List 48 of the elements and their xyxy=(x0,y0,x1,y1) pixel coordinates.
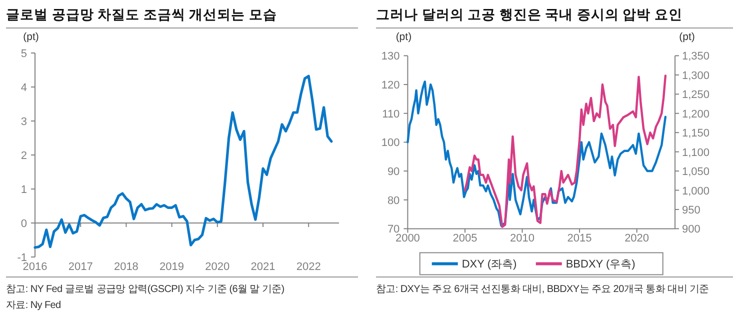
y2-tick-label: 1,300 xyxy=(682,70,710,82)
line-series xyxy=(464,74,667,228)
x-tick-label: 2005 xyxy=(452,232,478,245)
y-tick-label: 4 xyxy=(20,82,27,94)
y2-tick-label: 1,350 xyxy=(682,50,710,63)
y-tick-label: 0 xyxy=(20,218,27,230)
y2-tick-label: 1,150 xyxy=(682,128,710,140)
y-tick-label: 110 xyxy=(382,108,400,120)
y-tick-label: -1 xyxy=(17,252,27,264)
x-tick-label: 2021 xyxy=(250,261,276,273)
y-tick-label: 100 xyxy=(381,137,400,150)
chart-title: 그러나 달러의 고공 행진은 국내 증시의 압박 요인 xyxy=(376,7,682,22)
x-tick-label: 2022 xyxy=(296,261,321,273)
x-tick-label: 2000 xyxy=(395,232,420,245)
text: 참고: DXY는 주요 6개국 선진통화 대비, BBDXY는 주요 20개국 통화 대비 기준 xyxy=(376,284,710,295)
legend-label: BBDXY (우측) xyxy=(566,258,636,271)
y-tick-label: 5 xyxy=(20,48,27,60)
x-tick-label: 2019 xyxy=(160,261,184,273)
y-tick-label: 3 xyxy=(20,116,27,128)
text: 참고: NY Fed 글로벌 공급망 압력(GSCPI) 지수 기준 (6월 말 기준) xyxy=(6,284,284,295)
y2-tick-label: 1,000 xyxy=(682,185,710,198)
line-series xyxy=(406,80,667,227)
y2-tick-label: 1,200 xyxy=(682,108,710,120)
y2-tick-label: 950 xyxy=(682,204,700,216)
x-tick-label: 2015 xyxy=(567,232,592,245)
text: 자료: Ny Fed xyxy=(6,300,61,311)
y-tick-label: 1 xyxy=(20,184,27,196)
y-tick-label: 130 xyxy=(381,50,400,63)
x-tick-label: 2017 xyxy=(68,261,93,273)
y2-tick-label: 1,050 xyxy=(682,166,710,178)
y2-axis-title: (pt) xyxy=(679,31,695,43)
line-series xyxy=(34,74,333,249)
legend-label: DXY (좌측) xyxy=(462,258,517,271)
y-tick-label: 90 xyxy=(387,166,400,178)
y2-tick-label: 900 xyxy=(682,224,700,236)
x-tick-label: 2020 xyxy=(624,232,650,245)
y2-tick-label: 1,250 xyxy=(682,89,710,102)
x-tick-label: 2016 xyxy=(22,261,48,273)
y2-tick-label: 1,100 xyxy=(682,146,710,159)
y-tick-label: 2 xyxy=(20,150,27,162)
x-tick-label: 2018 xyxy=(114,261,138,273)
x-tick-label: 2020 xyxy=(205,261,230,273)
chart-title: 글로벌 공급망 차질도 조금씩 개선되는 모습 xyxy=(6,7,277,22)
y-tick-label: 120 xyxy=(381,80,400,92)
y-axis-title: (pt) xyxy=(396,31,412,43)
y-axis-title: (pt) xyxy=(23,31,39,43)
x-tick-label: 2010 xyxy=(510,232,534,245)
y-tick-label: 80 xyxy=(387,194,400,207)
